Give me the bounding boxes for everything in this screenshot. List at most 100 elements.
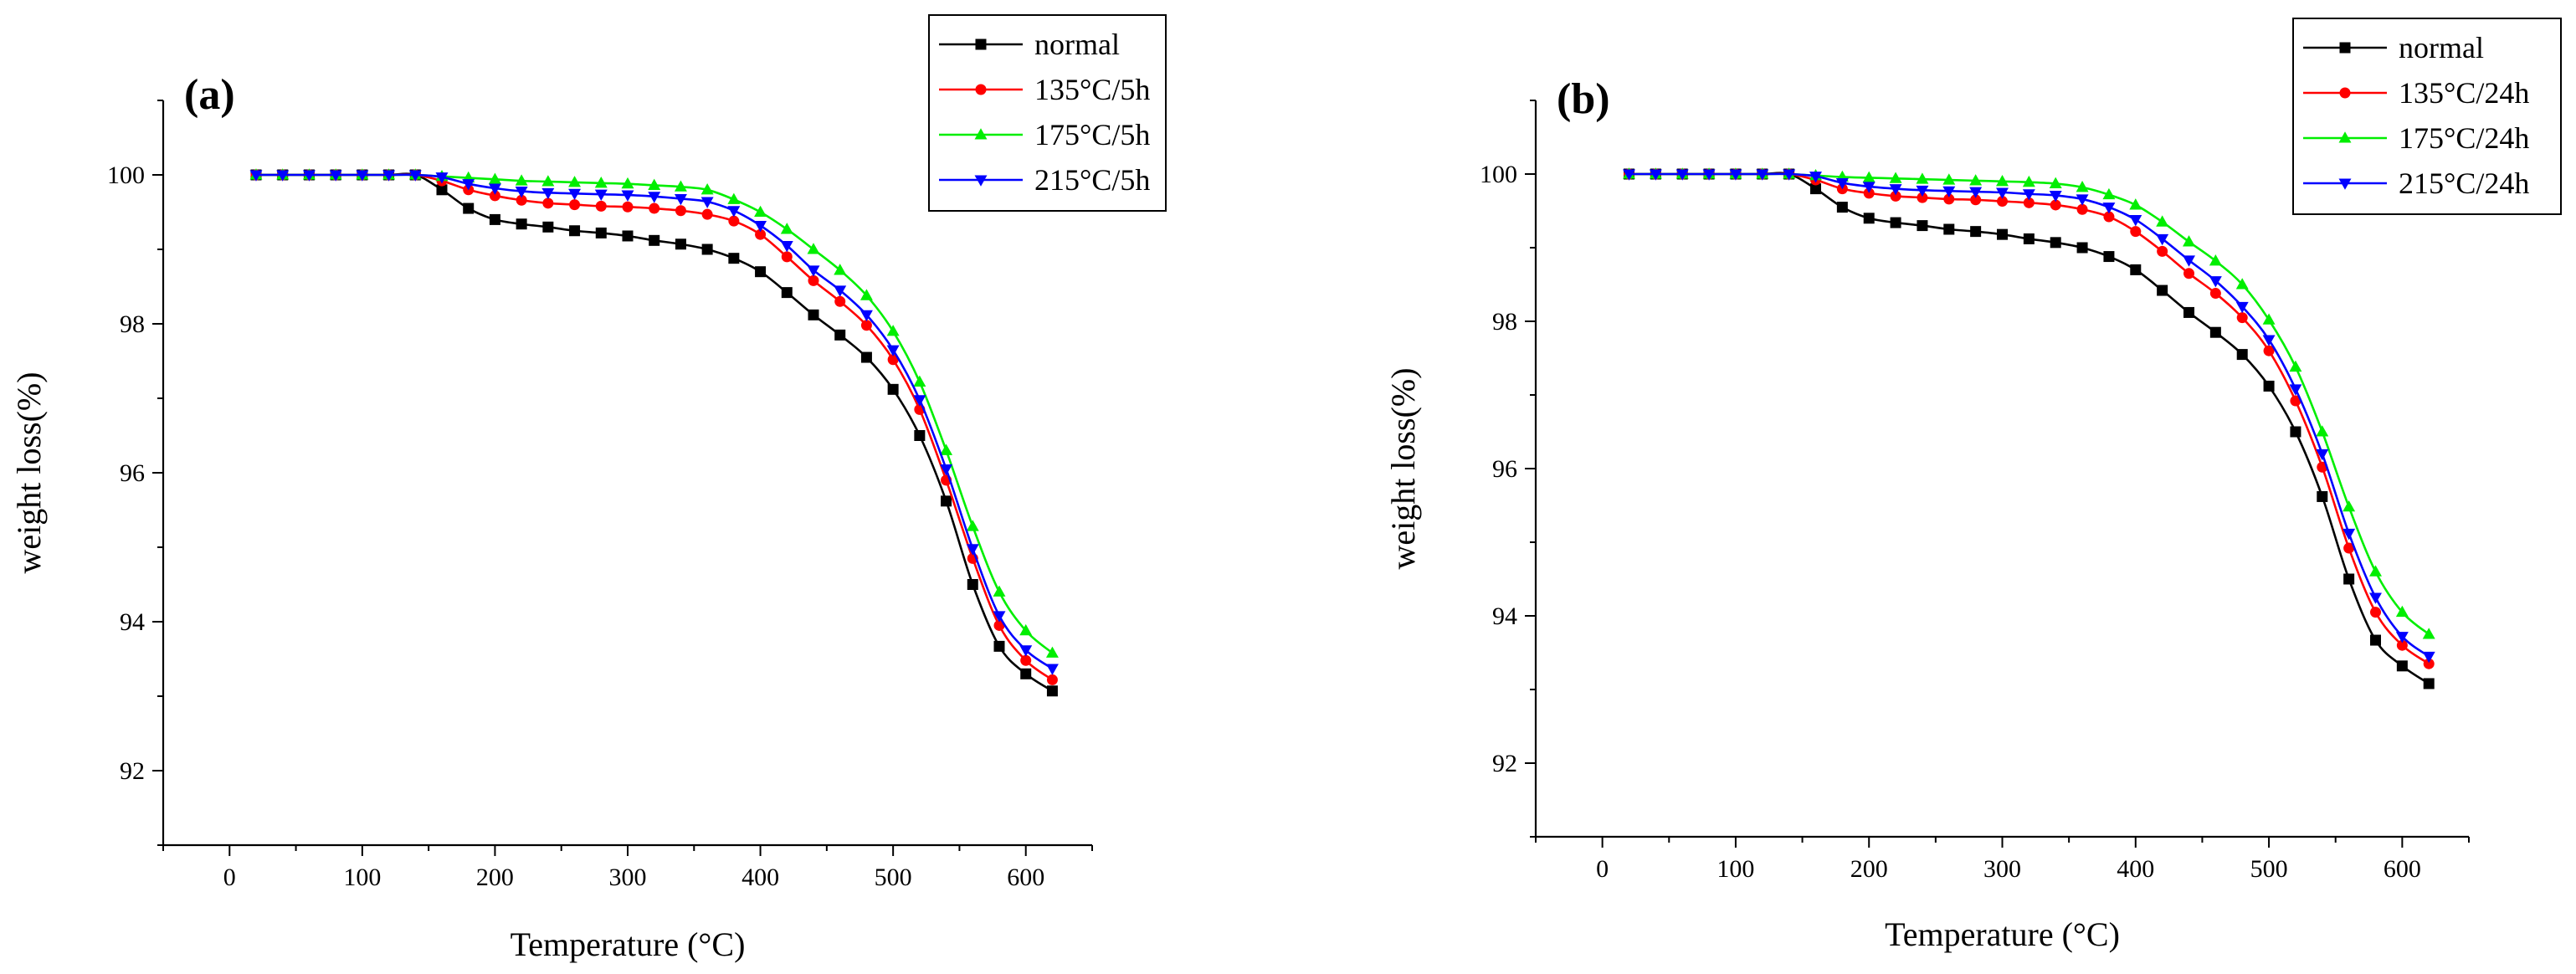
data-point xyxy=(595,200,607,212)
data-point xyxy=(2343,500,2356,512)
legend-label: 135°C/5h xyxy=(1034,73,1150,106)
data-point xyxy=(860,351,872,363)
data-point xyxy=(993,640,1005,652)
data-point xyxy=(1809,172,1822,183)
y-tick-label: 96 xyxy=(1492,455,1517,483)
data-point xyxy=(249,170,263,182)
legend-frame xyxy=(928,14,1167,212)
data-point xyxy=(2317,490,2328,502)
data-point xyxy=(569,225,581,237)
legend-label: normal xyxy=(2399,31,2484,64)
x-tick-label: 300 xyxy=(609,864,647,891)
y-tick-label: 94 xyxy=(120,608,145,636)
data-point xyxy=(621,190,634,202)
data-point xyxy=(1997,228,2008,240)
data-point xyxy=(807,243,820,254)
data-point xyxy=(1917,220,1928,232)
legend-label: 215°C/5h xyxy=(1034,163,1150,197)
legend-label: 175°C/5h xyxy=(1034,118,1150,151)
data-point xyxy=(2262,335,2276,346)
series-3 xyxy=(249,170,1059,675)
x-tick-label: 300 xyxy=(1983,855,2021,883)
data-point xyxy=(967,579,978,590)
data-point xyxy=(594,189,608,201)
data-point xyxy=(436,184,448,196)
data-point xyxy=(2422,651,2435,664)
data-point xyxy=(2103,211,2115,223)
data-point xyxy=(728,253,740,264)
data-point xyxy=(1862,171,1876,182)
data-point xyxy=(2263,345,2275,356)
data-point xyxy=(1702,169,1716,181)
data-point xyxy=(834,329,846,341)
x-tick-label: 400 xyxy=(741,864,779,891)
data-point xyxy=(1836,202,1848,213)
data-point xyxy=(2236,349,2248,361)
data-point xyxy=(2157,245,2168,257)
data-point xyxy=(2290,395,2301,407)
data-point xyxy=(2022,175,2035,187)
data-point xyxy=(2050,237,2061,249)
data-point xyxy=(2262,313,2276,325)
data-point xyxy=(675,238,686,250)
data-point xyxy=(622,201,634,213)
x-tick-label: 0 xyxy=(223,864,236,891)
data-point xyxy=(1783,169,1796,181)
data-point xyxy=(674,193,687,206)
legend-swatch-marker xyxy=(975,84,987,95)
series-line xyxy=(1629,172,2430,685)
data-point xyxy=(2370,607,2381,618)
data-point xyxy=(2023,197,2035,208)
panel-b: 0 100 200 300 400 500 600 92 94 96 98 100 Temperatur… xyxy=(1384,18,2562,953)
data-point xyxy=(701,208,713,220)
data-point xyxy=(701,244,713,255)
x-tick-label: 200 xyxy=(476,864,514,891)
data-point xyxy=(2102,187,2116,200)
data-point xyxy=(727,206,741,218)
data-point xyxy=(2183,235,2195,247)
data-point xyxy=(1045,664,1059,675)
data-point xyxy=(2289,360,2302,372)
data-point xyxy=(754,220,767,233)
data-point xyxy=(940,464,953,476)
panel-label: (b) xyxy=(1557,75,1610,123)
data-point xyxy=(913,395,926,407)
data-point xyxy=(966,544,979,556)
data-point xyxy=(2022,189,2035,201)
data-point xyxy=(2396,660,2408,672)
data-point xyxy=(2343,542,2355,554)
data-point xyxy=(728,215,740,227)
data-point xyxy=(2395,605,2409,618)
data-point xyxy=(622,230,634,242)
y-tick-label: 96 xyxy=(120,459,145,487)
data-point xyxy=(1046,674,1058,685)
series-line xyxy=(256,173,1054,654)
data-point xyxy=(2369,565,2382,577)
data-point xyxy=(700,197,714,208)
data-point xyxy=(1996,187,2009,199)
data-point xyxy=(993,585,1006,597)
data-point xyxy=(2263,380,2275,392)
y-axis-title: weight loss(%) xyxy=(1384,367,1422,569)
data-point xyxy=(621,177,634,189)
x-axis-title: Temperature (°C) xyxy=(511,925,746,963)
y-tick-label: 98 xyxy=(1492,308,1517,336)
data-point xyxy=(2395,632,2409,643)
data-point xyxy=(2343,528,2356,541)
legend-swatch-marker xyxy=(975,38,987,50)
data-point xyxy=(648,178,661,190)
data-point xyxy=(648,192,661,203)
data-point xyxy=(2396,639,2408,651)
data-point xyxy=(2183,268,2194,279)
legend-swatch-marker xyxy=(974,175,988,187)
data-point xyxy=(1863,213,1875,224)
data-point xyxy=(1970,226,1982,238)
data-point xyxy=(2023,233,2035,244)
data-point xyxy=(408,170,422,182)
data-point xyxy=(1890,190,1901,202)
data-point xyxy=(2209,288,2221,300)
data-point xyxy=(1020,654,1032,666)
data-point xyxy=(2369,592,2382,604)
data-point xyxy=(1942,186,1956,198)
